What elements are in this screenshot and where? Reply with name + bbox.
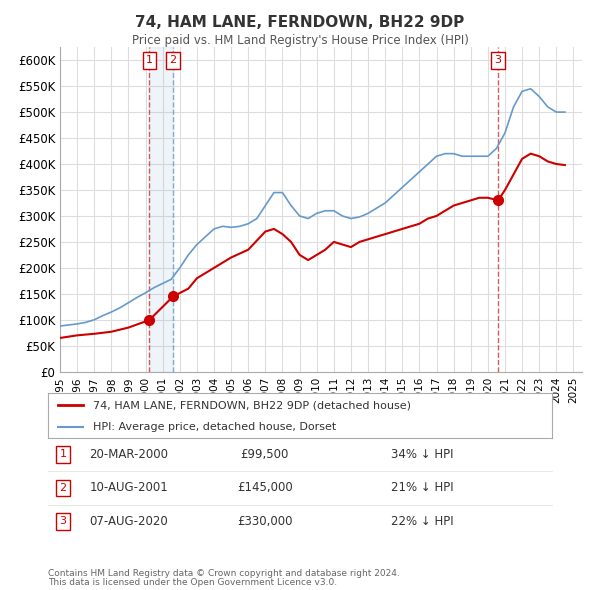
Text: 2: 2	[59, 483, 67, 493]
Text: 22% ↓ HPI: 22% ↓ HPI	[391, 515, 454, 528]
Text: 3: 3	[494, 55, 502, 65]
Text: This data is licensed under the Open Government Licence v3.0.: This data is licensed under the Open Gov…	[48, 578, 337, 587]
Text: 74, HAM LANE, FERNDOWN, BH22 9DP (detached house): 74, HAM LANE, FERNDOWN, BH22 9DP (detach…	[94, 401, 412, 411]
Text: 74, HAM LANE, FERNDOWN, BH22 9DP: 74, HAM LANE, FERNDOWN, BH22 9DP	[136, 15, 464, 30]
Text: 34% ↓ HPI: 34% ↓ HPI	[391, 448, 453, 461]
Text: 07-AUG-2020: 07-AUG-2020	[89, 515, 168, 528]
Bar	[149, 47, 173, 372]
Text: Contains HM Land Registry data © Crown copyright and database right 2024.: Contains HM Land Registry data © Crown c…	[48, 569, 400, 578]
Text: £145,000: £145,000	[237, 481, 293, 494]
Text: 20-MAR-2000: 20-MAR-2000	[89, 448, 168, 461]
Text: 21% ↓ HPI: 21% ↓ HPI	[391, 481, 454, 494]
Text: 3: 3	[59, 516, 67, 526]
Text: 1: 1	[146, 55, 153, 65]
Text: £99,500: £99,500	[241, 448, 289, 461]
Text: £330,000: £330,000	[237, 515, 292, 528]
Text: 1: 1	[59, 450, 67, 460]
Text: HPI: Average price, detached house, Dorset: HPI: Average price, detached house, Dors…	[94, 422, 337, 431]
Text: 2: 2	[170, 55, 176, 65]
Text: Price paid vs. HM Land Registry's House Price Index (HPI): Price paid vs. HM Land Registry's House …	[131, 34, 469, 47]
Text: 10-AUG-2001: 10-AUG-2001	[89, 481, 168, 494]
